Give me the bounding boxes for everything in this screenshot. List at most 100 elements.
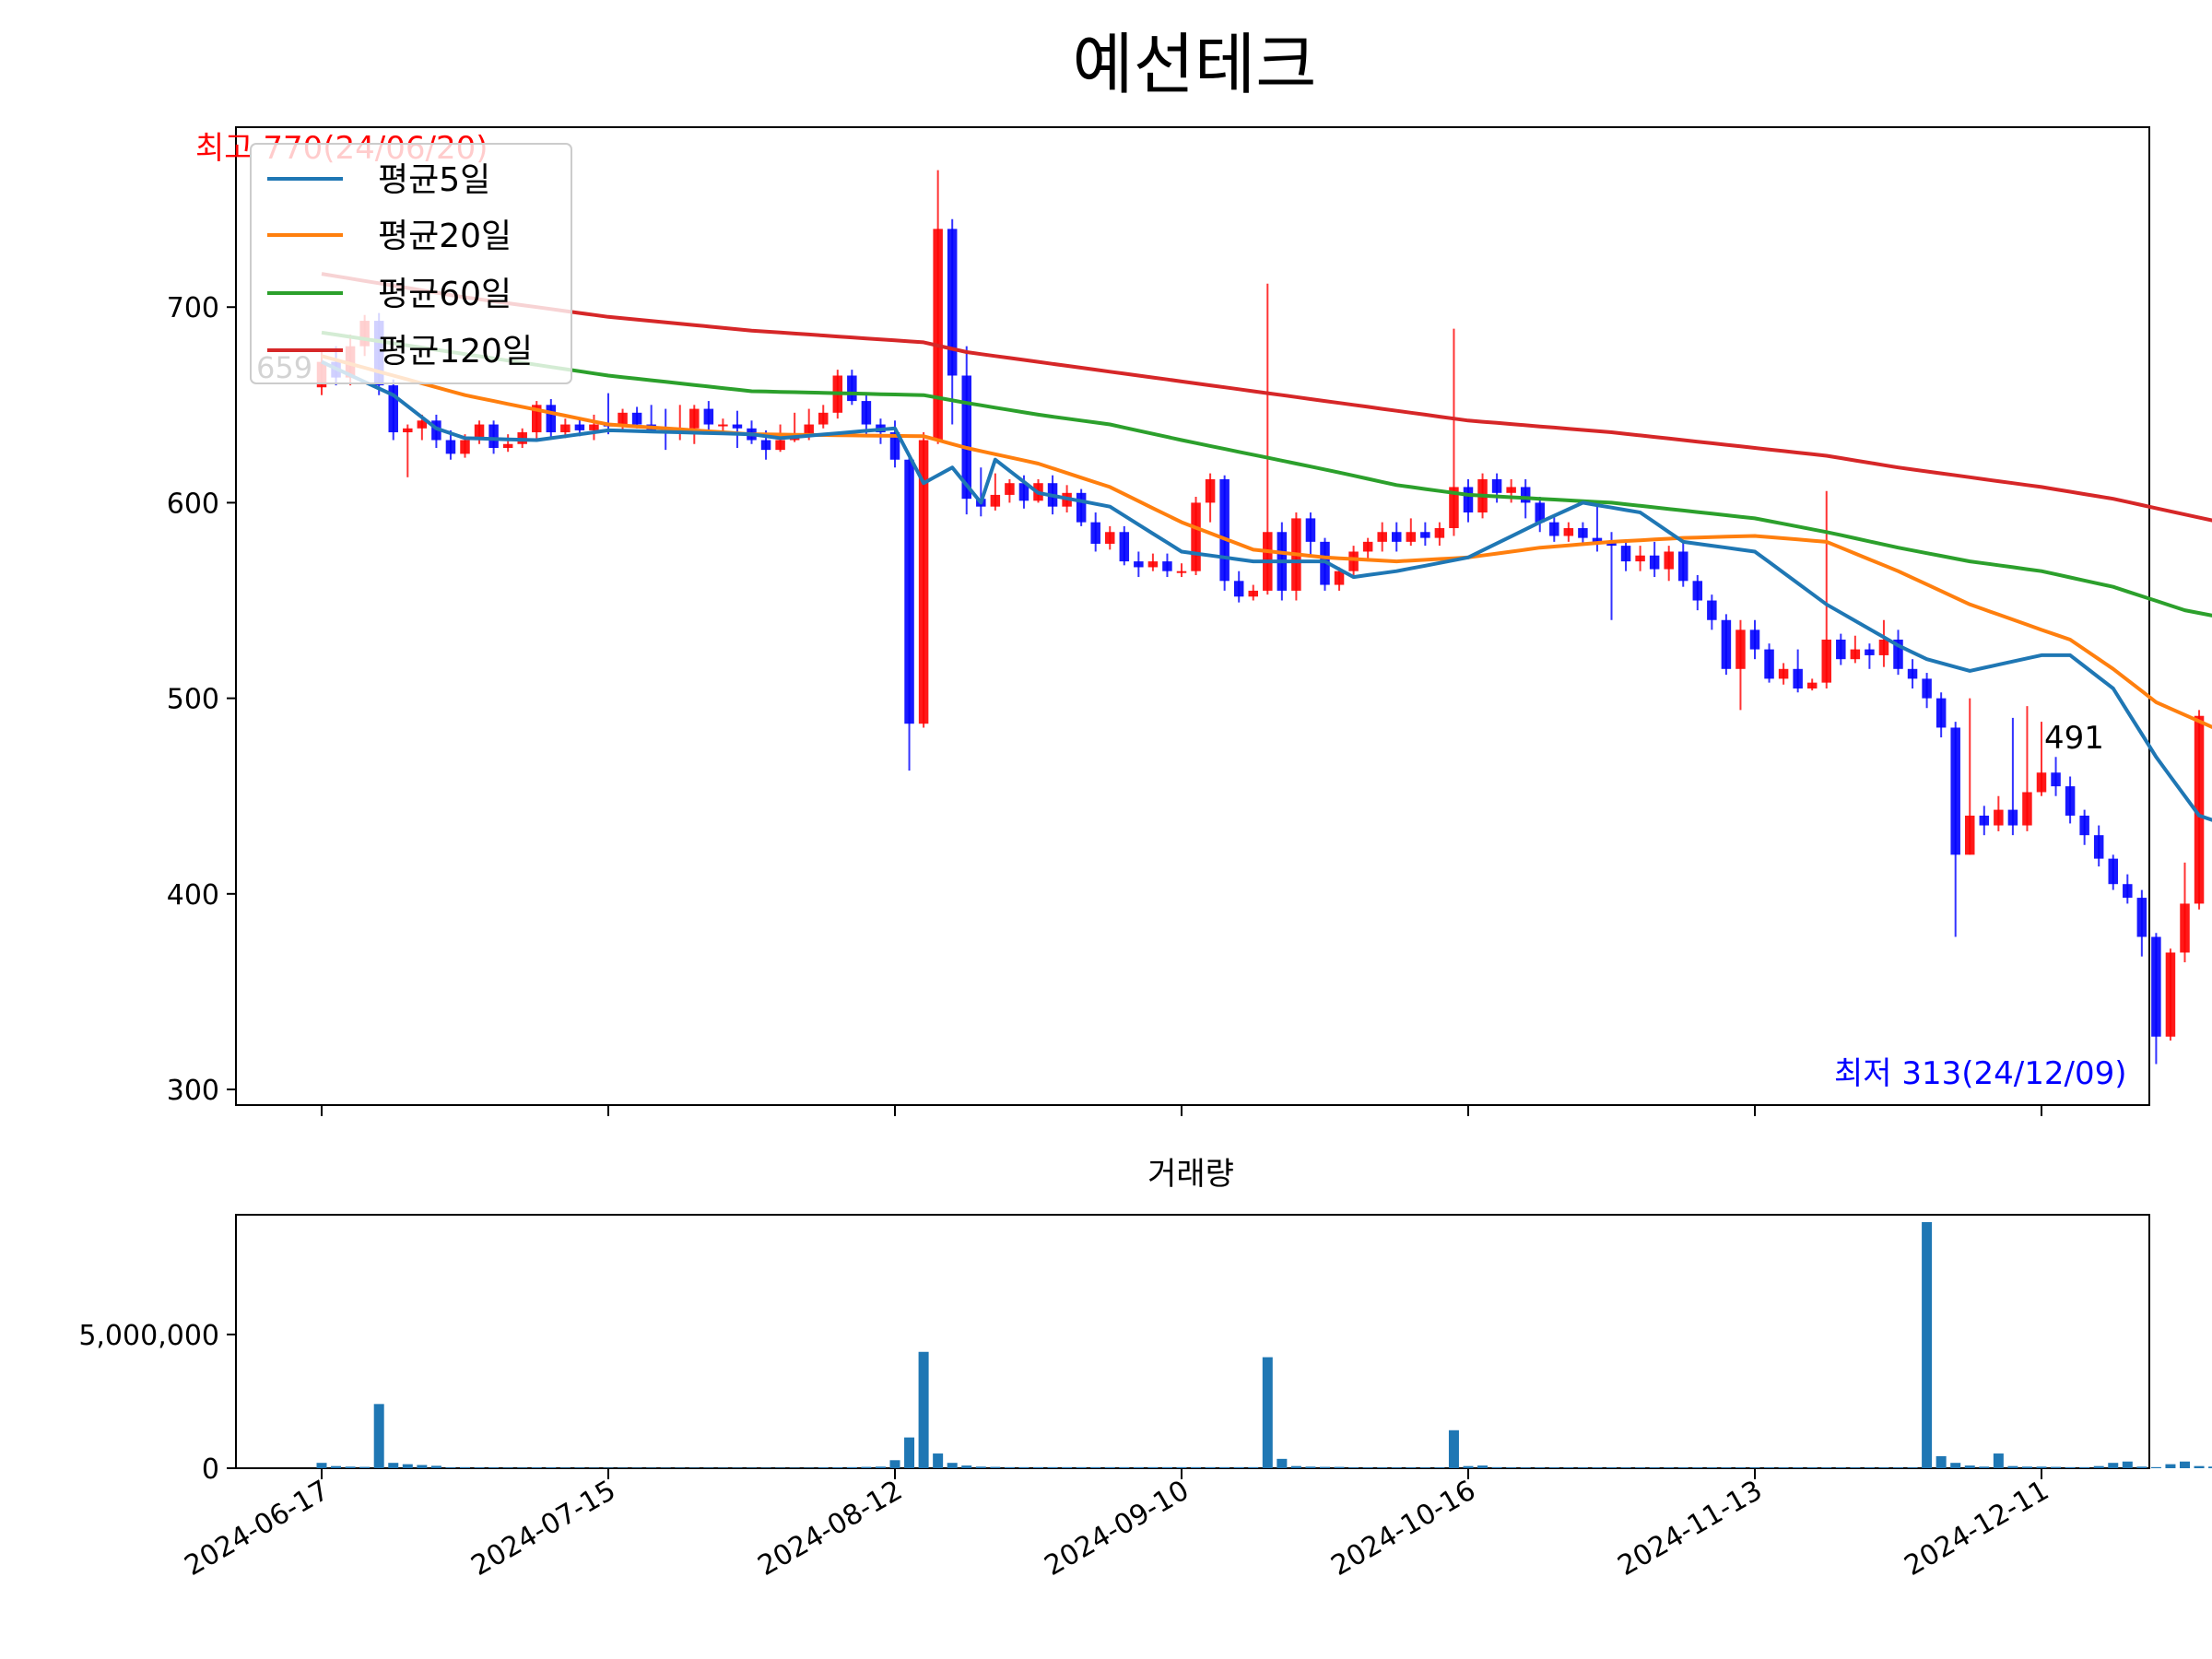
candle-body [861,401,872,425]
candle-body [2051,772,2061,787]
volume-bar [631,1467,642,1468]
candle-body [1606,541,1617,547]
volume-bar [1922,1222,1933,1468]
candle-body [2093,835,2104,859]
candle-body [1936,698,1947,728]
volume-bar [1262,1357,1273,1468]
candle-body [1463,487,1474,513]
candle-body [2180,903,2190,953]
volume-bar [747,1467,757,1468]
candle-body [760,440,771,451]
volume-tick-label: 0 [202,1453,219,1486]
candle-body [1994,809,2004,826]
candle [1778,663,1789,685]
volume-bar [1778,1467,1789,1468]
volume-bar [1649,1467,1660,1468]
volume-bar [1477,1465,1488,1468]
candle-body [618,412,628,427]
candle-body [1893,639,1903,669]
candle-body [1806,682,1818,689]
volume-bar [1692,1467,1703,1468]
candle-body [2136,898,2147,937]
volume-bar [1677,1467,1688,1468]
volume-bar [1119,1466,1130,1468]
volume-bar [1964,1465,1975,1468]
candle-body [1865,649,1875,655]
low-annotation: 최저 313(24/12/09) [1834,1055,2127,1092]
legend: 평균5일 평균20일 평균60일 평균120일 [250,143,572,384]
volume-bar [1277,1458,1288,1468]
candle-body [1549,522,1559,536]
candle-body [1090,522,1100,544]
volume-bar [1864,1467,1875,1468]
candle [2065,776,2076,824]
candle-body [1147,561,1159,568]
price-axis: 300 400 500 600 700 [167,292,236,1107]
candle-body [532,405,542,433]
candle-body [1649,555,1660,570]
candle [2194,710,2205,910]
volume-bar [388,1463,399,1468]
volume-bar [1406,1467,1417,1468]
candle [1764,643,1774,683]
candle [2108,854,2118,890]
legend-label-ma120: 평균120일 [378,333,533,371]
candle [1578,522,1588,547]
volume-bar [1305,1466,1316,1468]
candle-body [1721,619,1732,669]
candle-body [488,424,499,449]
volume-bar [1104,1466,1115,1468]
volume-bar [488,1467,500,1468]
candle-body [2151,936,2161,1037]
volume-bar [646,1467,657,1468]
volume-bar [1161,1466,1172,1468]
volume-bar [760,1467,771,1468]
volume-bar [846,1466,857,1468]
price-tick-label: 400 [167,879,219,912]
price-tick-label: 300 [167,1075,219,1107]
candle-body [546,405,557,433]
candle [818,405,829,429]
ma-line-ma60 [321,330,2212,618]
volume-bar [1506,1467,1517,1468]
candle [2136,889,2147,957]
volume-bar [1936,1455,1947,1468]
candle [1420,522,1430,547]
candle-body [804,424,814,437]
volume-bar [2150,1466,2161,1468]
candle [1463,478,1474,523]
candle [1392,522,1402,552]
volume-bar [474,1467,485,1468]
volume-bar [1535,1467,1546,1468]
volume-bar [603,1467,614,1468]
volume-bar [546,1467,557,1468]
candle [1248,584,1258,601]
candle [1134,551,1144,578]
volume-bar [1577,1467,1588,1468]
candle-body [2022,792,2032,826]
candle [1836,633,1846,665]
candle-body [918,440,929,724]
candle-body [775,440,785,451]
candle-body [889,432,900,460]
candle [1979,806,1990,836]
volume-bar [789,1467,800,1468]
candle [1377,522,1387,552]
candle-body [1076,492,1087,523]
candle-body [1749,629,1760,650]
candle [703,401,714,430]
volume-bar [1878,1467,1889,1468]
candle [1191,497,1201,575]
candle-body [1850,649,1861,660]
volume-bar [373,1404,384,1468]
volume-bar [732,1467,743,1468]
candle-body [631,412,642,425]
candle [589,414,599,441]
candle-body [1018,483,1030,501]
volume-bars [316,1222,2212,1468]
volume-bar [1248,1466,1259,1468]
volume-bar [1147,1466,1159,1468]
price-tick-label: 600 [167,488,219,520]
candle [445,429,456,460]
